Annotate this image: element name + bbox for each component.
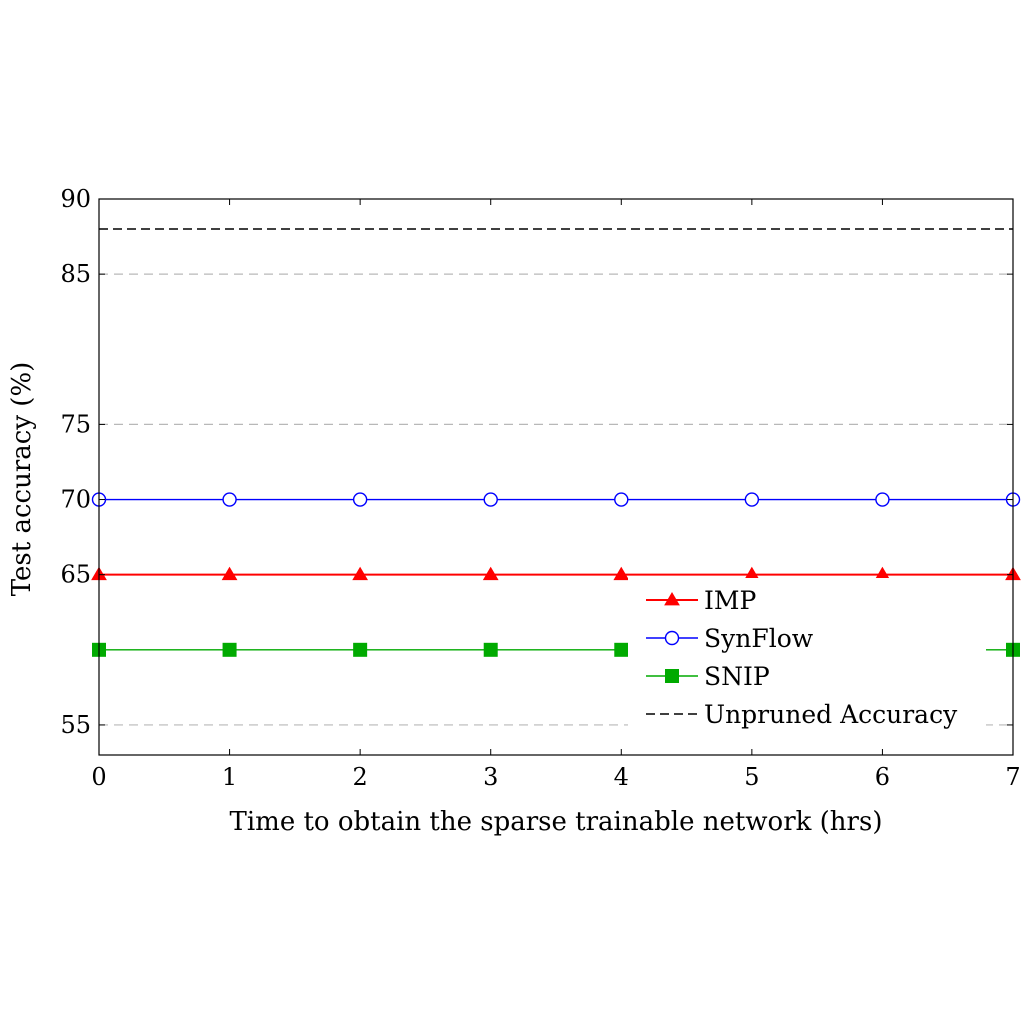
synflow-point: [875, 492, 890, 507]
imp-point: [613, 566, 630, 581]
imp-point: [482, 566, 499, 581]
legend-swatch-marker: [665, 669, 679, 683]
snip-point: [614, 642, 629, 657]
synflow-point: [483, 492, 498, 507]
legend-label: SynFlow: [704, 624, 814, 653]
x-tick-label: 7: [1005, 763, 1020, 791]
x-axis-title: Time to obtain the sparse trainable netw…: [230, 807, 883, 837]
y-tick-label: 75: [60, 410, 91, 438]
legend-box: [628, 578, 986, 738]
legend-swatch-marker: [664, 630, 680, 646]
y-tick-label: 90: [60, 185, 91, 213]
synflow-point: [222, 492, 237, 507]
x-tick-label: 1: [222, 763, 237, 791]
legend-label: Unpruned Accuracy: [704, 700, 958, 729]
y-axis-title: Test accuracy (%): [7, 362, 37, 597]
axis-ticks: 0 1 2 3 4 5 6 7 55 65 70 75 85 90: [60, 185, 1020, 791]
imp-point: [221, 566, 238, 581]
legend-label: SNIP: [704, 662, 770, 691]
imp-point: [874, 566, 891, 581]
x-tick-label: 3: [483, 763, 498, 791]
imp-point: [352, 566, 369, 581]
x-tick-label: 2: [353, 763, 368, 791]
snip-point: [483, 642, 498, 657]
y-tick-label: 70: [60, 486, 91, 514]
synflow-point: [614, 492, 629, 507]
synflow-point: [352, 492, 368, 507]
series-group: [91, 492, 1021, 657]
plot-frame: [98, 198, 1014, 756]
legend-label: IMP: [704, 586, 756, 615]
imp-point: [743, 566, 760, 581]
grid-lines: [99, 273, 1013, 726]
x-tick-label: 0: [91, 763, 106, 791]
y-tick-label: 85: [60, 260, 91, 288]
x-tick-label: 5: [744, 763, 759, 791]
y-tick-label: 55: [60, 711, 91, 739]
snip-point: [222, 642, 237, 657]
snip-point: [353, 642, 368, 657]
y-tick-label: 65: [60, 561, 91, 589]
x-tick-label: 4: [614, 763, 629, 791]
x-tick-label: 6: [875, 763, 890, 791]
legend-swatch-marker: [664, 592, 680, 606]
synflow-point: [744, 492, 760, 507]
legend: IMP SynFlow SNIP Unpruned Accuracy: [628, 578, 986, 738]
